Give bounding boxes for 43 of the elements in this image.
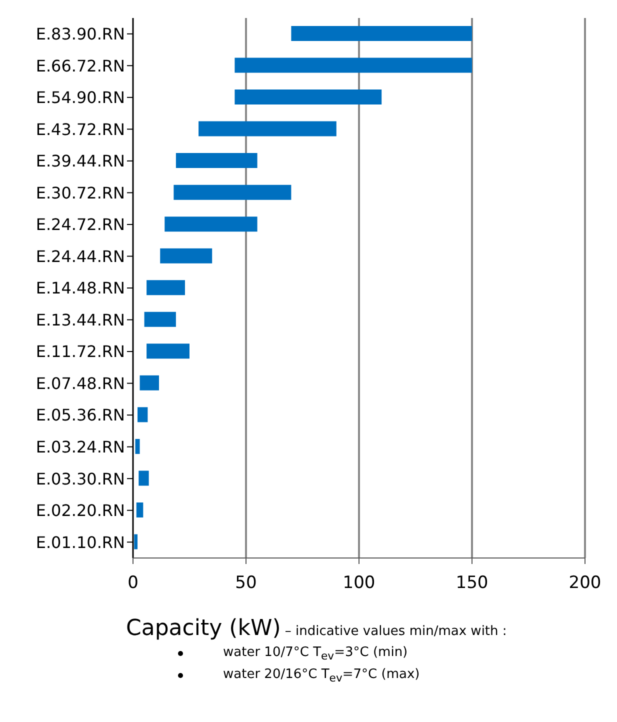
x-tick-label: 150 bbox=[456, 573, 488, 594]
bar bbox=[136, 502, 144, 518]
y-tick-label: E.30.72.RN bbox=[36, 183, 125, 202]
bar bbox=[138, 407, 148, 422]
bar bbox=[176, 153, 258, 168]
bar bbox=[144, 312, 176, 327]
y-tick-label: E.54.90.RN bbox=[36, 88, 125, 108]
text: water 20/16°C T$_{ev}$=7°C (max) bbox=[223, 666, 420, 684]
y-tick-label: E.83.90.RN bbox=[36, 24, 125, 44]
x-axis-title: Capacity (kW) bbox=[126, 616, 281, 641]
bar bbox=[234, 90, 382, 105]
y-tick-label: E.43.72.RN bbox=[36, 120, 125, 139]
x-tick-label: 200 bbox=[568, 573, 602, 594]
y-tick-label: E.07.48.RN bbox=[36, 374, 125, 393]
y-tick-label: E.03.24.RN bbox=[36, 438, 125, 457]
y-tick-label: E.39.44.RN bbox=[36, 152, 125, 171]
x-tick-label: 50 bbox=[235, 573, 257, 594]
bar bbox=[291, 26, 472, 41]
bar bbox=[146, 344, 190, 359]
bar bbox=[134, 534, 138, 550]
y-tick-label: E.01.10.RN bbox=[36, 532, 125, 552]
bar bbox=[234, 58, 472, 73]
bar bbox=[146, 280, 185, 296]
bar bbox=[198, 121, 336, 136]
text: water 10/7°C T$_{ev}$=3°C (min) bbox=[223, 645, 408, 663]
y-tick-label: E.05.36.RN bbox=[36, 406, 125, 425]
bar bbox=[164, 216, 258, 232]
x-tick-label: 0 bbox=[128, 573, 138, 594]
bar bbox=[140, 375, 159, 390]
y-tick-label: E.66.72.RN bbox=[36, 56, 125, 76]
x-tick-label: 100 bbox=[342, 573, 376, 594]
text: – indicative values min/max with : bbox=[284, 624, 507, 639]
y-tick-label: E.24.44.RN bbox=[36, 246, 125, 266]
y-tick-label: E.24.72.RN bbox=[36, 215, 125, 234]
y-tick-label: E.13.44.RN bbox=[36, 310, 125, 330]
bar bbox=[135, 438, 140, 454]
y-tick-label: E.03.30.RN bbox=[36, 469, 125, 488]
y-tick-label: E.02.20.RN bbox=[36, 501, 125, 520]
y-tick-label: E.11.72.RN bbox=[36, 342, 125, 362]
y-tick-label: E.14.48.RN bbox=[36, 278, 125, 298]
bar bbox=[160, 248, 212, 264]
bar bbox=[174, 184, 292, 200]
bar bbox=[138, 470, 149, 486]
